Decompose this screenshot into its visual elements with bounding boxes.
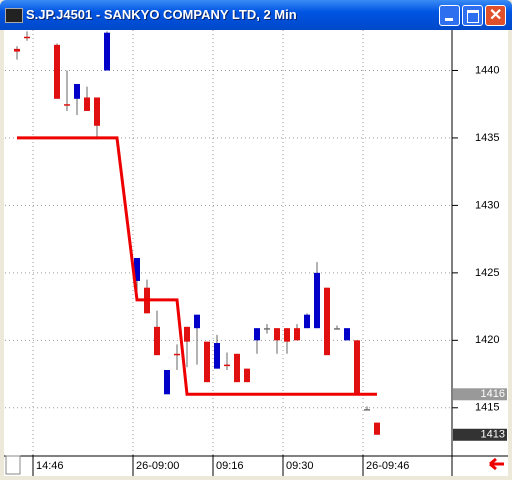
maximize-button[interactable] [462, 5, 483, 26]
candle-body [54, 44, 60, 99]
candle-body [334, 328, 340, 330]
candle-body [344, 328, 350, 341]
candle-body [224, 364, 230, 367]
price-marker-label: 1416 [481, 388, 505, 400]
candle-body [184, 326, 190, 342]
candle-body [234, 353, 240, 383]
scroll-arrow[interactable] [489, 457, 504, 471]
candle-body [204, 341, 210, 383]
y-tick-label: 1415 [475, 402, 499, 414]
chart: 1415 1420 1425 1430 1435 1440 14:46 26-09:00 09:… [4, 30, 508, 476]
candle-body [174, 353, 180, 356]
candle-body [354, 340, 360, 395]
stop-line [17, 136, 377, 396]
price-marker-box [453, 388, 507, 401]
candle-body [264, 328, 270, 330]
candle-body [154, 326, 160, 356]
x-tick-label: 26-09:46 [366, 460, 409, 472]
x-tick-label: 26-09:00 [136, 460, 179, 472]
candle-body [94, 97, 100, 126]
candle-body [134, 258, 140, 281]
candle-body [14, 48, 20, 52]
candle-body [324, 287, 330, 356]
candle-body [74, 83, 80, 99]
scroll-box[interactable] [5, 455, 21, 475]
candle-body [84, 97, 90, 111]
x-tick-label: 09:16 [216, 460, 244, 472]
candle-body [214, 343, 220, 369]
candle-body [244, 368, 250, 383]
candle-body [194, 314, 200, 329]
title-bar: S.JP.J4501 - SANKYO COMPANY LTD, 2 Min ✕ [0, 0, 512, 30]
y-tick-label: 1425 [475, 267, 499, 279]
y-tick-label: 1430 [475, 199, 499, 211]
minimize-button[interactable] [439, 5, 460, 26]
price-marker-label: 1413 [481, 429, 505, 441]
candle-body [64, 104, 70, 106]
candle-body [254, 328, 260, 341]
candle-body [304, 314, 310, 329]
candle-body [364, 409, 370, 411]
price-marker-box [453, 428, 507, 441]
window-title: S.JP.J4501 - SANKYO COMPANY LTD, 2 Min [26, 7, 297, 22]
candle-body [164, 370, 170, 395]
close-button[interactable]: ✕ [485, 5, 506, 26]
candle-body [104, 32, 110, 71]
candle-body [24, 36, 30, 39]
candle-body [294, 328, 300, 341]
y-tick-label: 1420 [475, 334, 499, 346]
candle-body [374, 422, 380, 435]
candle-body [274, 328, 280, 341]
candle-body [314, 272, 320, 329]
x-tick-label: 09:30 [286, 460, 314, 472]
y-tick-label: 1440 [475, 64, 499, 76]
app-icon [5, 8, 23, 23]
candle-body [284, 328, 290, 342]
x-tick-label: 14:46 [36, 460, 64, 472]
y-tick-label: 1435 [475, 132, 499, 144]
